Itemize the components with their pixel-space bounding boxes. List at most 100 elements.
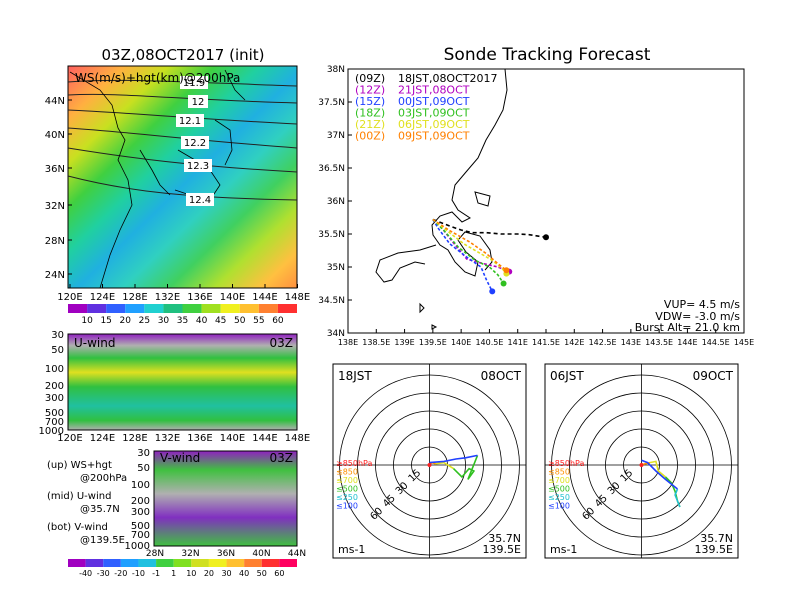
lon-tick-label: 139.5E xyxy=(419,338,447,347)
v-wind-time: 03Z xyxy=(270,451,294,465)
legend-time: 21JST,08OCT xyxy=(398,84,470,97)
u-wind-time: 03Z xyxy=(270,336,294,350)
lat-tick-label: 28N xyxy=(146,549,164,559)
colorbar-swatch xyxy=(106,304,126,313)
colorbar-tick-label: 50 xyxy=(257,569,267,578)
lon-tick-label: 141.5E xyxy=(532,338,560,347)
hodo-trace xyxy=(641,459,678,490)
colorbar-swatch xyxy=(208,559,227,567)
lon-tick-label: 148E xyxy=(285,433,310,444)
lat-tick-label: 36N xyxy=(217,549,235,559)
contour-label: 12.1 xyxy=(179,116,201,127)
colorbar-swatch xyxy=(182,304,202,313)
right-title: Sonde Tracking Forecast xyxy=(444,45,651,65)
pressure-tick-label: 500 xyxy=(45,408,64,419)
pressure-tick-label: 50 xyxy=(137,463,150,474)
vdw-text: VDW= -3.0 m/s xyxy=(655,310,740,323)
colorbar-tick-label: 35 xyxy=(177,316,188,326)
track-line xyxy=(432,218,505,284)
pressure-tick-label: 700 xyxy=(45,417,64,428)
pressure-tick-label: 1000 xyxy=(39,426,64,437)
track-lon-ticks: 138E 138.5E 139E 139.5E 140E 140.5E 141E 141.5E… xyxy=(338,329,754,347)
pressure-tick-label: 100 xyxy=(131,480,150,491)
colorbar-tick-label: 40 xyxy=(239,569,249,578)
colorbar-swatch xyxy=(226,559,245,567)
pressure-tick-label: 1000 xyxy=(125,541,150,552)
lon-tick-label: 144.5E xyxy=(702,338,730,347)
pressure-tick-label: 500 xyxy=(131,521,150,532)
track-endpoint xyxy=(489,288,496,295)
legend-mid-2: @35.7N xyxy=(80,504,120,515)
legend-time: 00JST,09OCT xyxy=(398,95,470,108)
hodo-pressure-legend: ≤850 xyxy=(336,468,358,477)
ws-field xyxy=(68,66,297,288)
colorbar-tick-label: 1 xyxy=(171,569,176,578)
lon-tick-label: 132E xyxy=(155,433,180,444)
lat-tick-label: 32N xyxy=(45,201,65,212)
colorbar-swatch xyxy=(68,559,86,567)
pressure-tick-label: 30 xyxy=(51,330,64,341)
legend-up-2: @200hPa xyxy=(80,473,127,484)
colorbar-swatch xyxy=(201,304,221,313)
contour-label: 12.3 xyxy=(187,161,209,172)
lon-tick-label: 148E xyxy=(285,292,310,303)
hodo-lon: 139.5E xyxy=(483,543,521,556)
track-line xyxy=(432,218,507,271)
hodo-unit: ms-1 xyxy=(338,543,365,556)
lon-tick-label: 136E xyxy=(187,433,212,444)
u-wind-field xyxy=(68,334,297,430)
hodo-pressure-legend: ≤500 xyxy=(336,485,358,494)
colorbar-tick-label: 60 xyxy=(272,316,284,326)
colorbar-tick-label: 55 xyxy=(253,316,264,326)
contour-labels: 11.9 12 12.1 12.2 12.3 12.4 xyxy=(176,76,214,206)
legend-code: (21Z) xyxy=(355,118,385,131)
hodo-pressure-legend: ≥850hPa xyxy=(336,459,373,468)
colorbar-tick-label: 60 xyxy=(274,569,284,578)
lon-tick-label: 136E xyxy=(187,292,212,303)
legend-code: (12Z) xyxy=(355,84,385,97)
lat-tick-label: 44N xyxy=(288,549,306,559)
hodo-trace xyxy=(435,461,454,470)
colorbar-tick-label: 45 xyxy=(215,316,226,326)
tracking-map: 38N 37.5N 37N 36.5N 36N 35.5N 35N 34.5N 34N 138E… xyxy=(318,65,754,347)
hodo-lon: 139.5E xyxy=(695,543,733,556)
colorbar-swatch xyxy=(144,304,164,313)
lat-tick-label: 37.5N xyxy=(318,98,345,108)
colorbar-swatch xyxy=(244,559,262,567)
hodograph-18jst: 18JST 08OCT 35.7N 139.5E ms-1 15304560≥8… xyxy=(332,363,527,559)
lat-tick-label: 44N xyxy=(45,96,65,107)
colorbar-swatch xyxy=(220,304,240,313)
colorbar-tick-label: 30 xyxy=(158,316,170,326)
colorbar-tick-label: 20 xyxy=(120,316,132,326)
track-legend: (09Z) 18JST,08OCT2017 (12Z) 21JST,08OCT (15Z… xyxy=(355,72,498,143)
u-lon-ticks: 120E 124E 128E 132E 136E 140E 144E 148E xyxy=(57,433,310,444)
hodo-lat: 35.7N xyxy=(700,532,733,545)
lon-tick-label: 143E xyxy=(621,338,641,347)
colorbar-swatch xyxy=(258,304,278,313)
legend-time: 18JST,08OCT2017 xyxy=(398,72,498,85)
lon-tick-label: 120E xyxy=(57,292,82,303)
lon-tick-label: 140E xyxy=(451,338,471,347)
track-lat-ticks: 38N 37.5N 37N 36.5N 36N 35.5N 35N 34.5N 34N xyxy=(318,65,352,339)
colorbar-swatch xyxy=(277,304,297,313)
contour-label: 12 xyxy=(192,97,205,108)
colorbar-tick-label: -20 xyxy=(114,569,127,578)
ws-map-panel: 11.9 12 12.1 12.2 12.3 12.4 WS(m/s)+hgt(… xyxy=(45,65,310,303)
lat-tick-label: 34N xyxy=(327,329,345,339)
hodo-origin xyxy=(639,463,644,467)
pressure-tick-label: 100 xyxy=(45,364,64,375)
ws-colorbar: 10 15 20 25 30 35 40 45 50 55 60 xyxy=(68,304,297,326)
lat-tick-label: 32N xyxy=(181,549,199,559)
ws-panel-label: WS(m/s)+hgt(km)@200hPa xyxy=(75,71,240,85)
legend-code: (09Z) xyxy=(355,72,385,85)
lon-tick-label: 124E xyxy=(90,292,115,303)
pressure-tick-label: 50 xyxy=(51,345,64,356)
lon-tick-label: 144E xyxy=(252,292,277,303)
colorbar-swatch xyxy=(138,559,157,567)
pressure-tick-label: 30 xyxy=(137,448,150,459)
legend-time: 06JST,09OCT xyxy=(398,118,470,131)
